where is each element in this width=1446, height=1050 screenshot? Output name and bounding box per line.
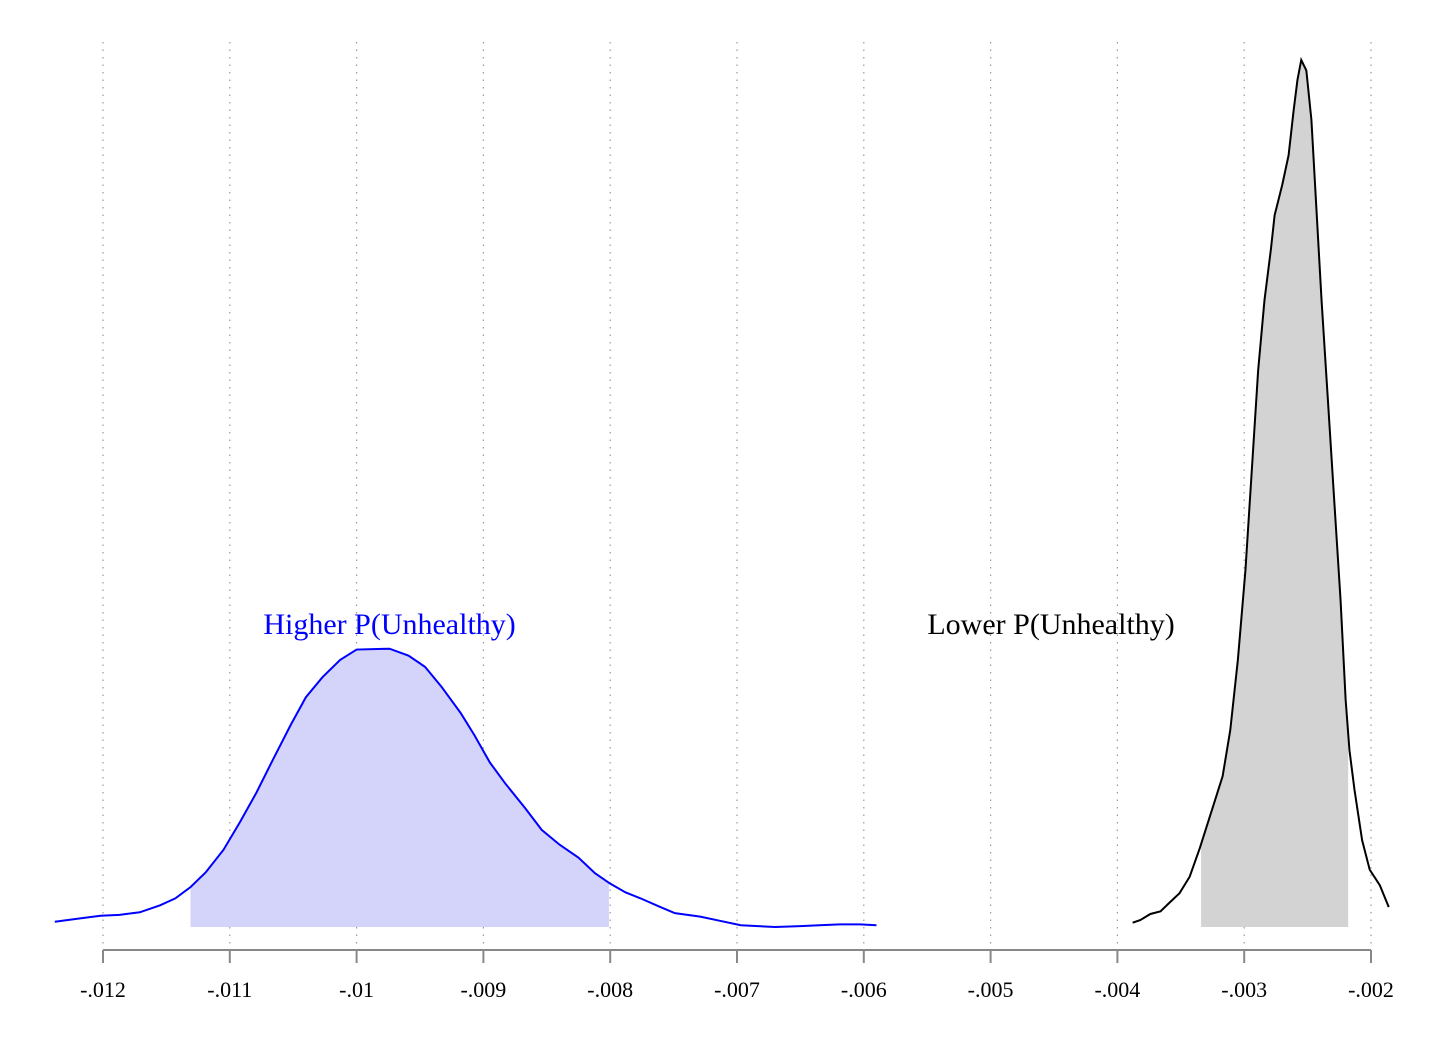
density-line xyxy=(1132,56,1390,924)
x-tick-label: -.002 xyxy=(1348,977,1394,1002)
x-tick-label: -.011 xyxy=(207,977,252,1002)
x-tick-label: -.012 xyxy=(80,977,126,1002)
shaded-area xyxy=(190,648,609,927)
x-tick-label: -.005 xyxy=(968,977,1014,1002)
shaded-area xyxy=(1201,60,1349,927)
density-line xyxy=(54,647,877,929)
x-tick-label: -.007 xyxy=(714,977,760,1002)
x-tick-label: -.009 xyxy=(460,977,506,1002)
x-tick-label: -.01 xyxy=(339,977,374,1002)
x-tick-label: -.004 xyxy=(1094,977,1140,1002)
x-tick-label: -.008 xyxy=(587,977,633,1002)
series-label: Lower P(Unhealthy) xyxy=(927,608,1174,641)
x-tick-label: -.003 xyxy=(1221,977,1267,1002)
x-tick-label: -.006 xyxy=(841,977,887,1002)
series-label: Higher P(Unhealthy) xyxy=(263,608,515,641)
